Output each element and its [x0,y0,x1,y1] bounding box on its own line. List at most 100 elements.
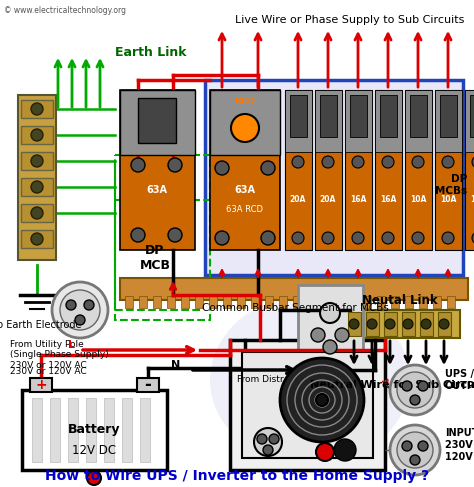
Bar [21,100,53,118]
Bar [350,95,367,137]
Circle shape [442,232,454,244]
Bar [405,90,432,152]
Text: 20A: 20A [290,195,306,205]
Bar [377,296,385,308]
Circle shape [31,155,43,167]
Circle shape [349,319,359,329]
Bar [375,90,402,250]
Bar [363,296,371,308]
Bar [120,90,195,155]
Circle shape [263,445,273,455]
Bar [18,95,56,260]
Text: UPS / Inverter
OUTPUT: UPS / Inverter OUTPUT [445,369,474,391]
Circle shape [390,425,440,475]
Bar [153,296,161,308]
Text: 230V or 120V AC: 230V or 120V AC [10,368,87,376]
Bar [68,398,78,462]
Bar [384,312,397,336]
Circle shape [390,365,440,415]
Circle shape [66,300,76,310]
Circle shape [168,228,182,242]
Circle shape [352,232,364,244]
Text: 20A: 20A [320,195,336,205]
Circle shape [472,232,474,244]
Bar [321,296,329,308]
Circle shape [367,319,377,329]
Circle shape [421,319,431,329]
Bar [209,296,217,308]
Text: -: - [145,376,151,394]
Circle shape [31,181,43,193]
Circle shape [31,233,43,245]
Text: 63A: 63A [235,185,255,195]
Bar [285,90,312,250]
Bar [447,296,455,308]
Bar [167,296,175,308]
Bar [237,296,245,308]
Circle shape [292,156,304,168]
Bar [293,296,301,308]
Bar [315,90,342,152]
Bar [335,296,343,308]
Bar [21,230,53,248]
Circle shape [402,381,412,391]
Circle shape [215,231,229,245]
Bar [298,285,363,360]
Bar [380,95,397,137]
Circle shape [292,232,304,244]
Bar [375,90,402,152]
Text: DP
MCBs: DP MCBs [435,174,467,196]
Circle shape [402,441,412,451]
Circle shape [316,394,328,406]
Bar [139,296,147,308]
Circle shape [31,207,43,219]
Bar [32,398,42,462]
Bar [348,312,361,336]
Bar [285,90,312,152]
Bar [410,95,427,137]
Text: RCD: RCD [235,97,255,107]
Circle shape [261,161,275,175]
Circle shape [75,315,85,325]
Bar [438,312,451,336]
Bar [21,152,53,170]
Bar [440,95,457,137]
Text: Neutal Link: Neutal Link [362,294,438,306]
Circle shape [412,156,424,168]
Text: To Earth Electrode: To Earth Electrode [0,320,81,330]
Circle shape [385,319,395,329]
Circle shape [397,432,433,468]
Bar [137,378,159,392]
Circle shape [257,434,267,444]
Circle shape [261,231,275,245]
Bar [115,155,210,320]
Circle shape [84,300,94,310]
Bar [50,398,60,462]
Bar [205,80,463,275]
Circle shape [410,395,420,405]
Ellipse shape [210,295,410,465]
Circle shape [87,471,101,485]
Circle shape [60,290,100,330]
Bar [223,296,231,308]
Circle shape [335,328,349,342]
Bar [315,90,342,250]
Circle shape [254,428,282,456]
Text: How to Wire UPS / Inverter to the Home Supply ?: How to Wire UPS / Inverter to the Home S… [45,469,429,483]
Bar [181,296,189,308]
Bar [104,398,114,462]
Circle shape [320,303,340,323]
Text: INPUT
230V or
120V AC: INPUT 230V or 120V AC [445,429,474,462]
Bar [345,90,372,250]
Text: 12V DC: 12V DC [72,444,116,456]
Circle shape [442,156,454,168]
Text: 10A: 10A [410,195,426,205]
Circle shape [410,455,420,465]
Text: 63A RCD: 63A RCD [227,206,264,214]
Bar [465,90,474,250]
Bar [21,204,53,222]
Bar [345,90,372,152]
Bar [433,296,441,308]
Bar [320,95,337,137]
Circle shape [323,340,337,354]
